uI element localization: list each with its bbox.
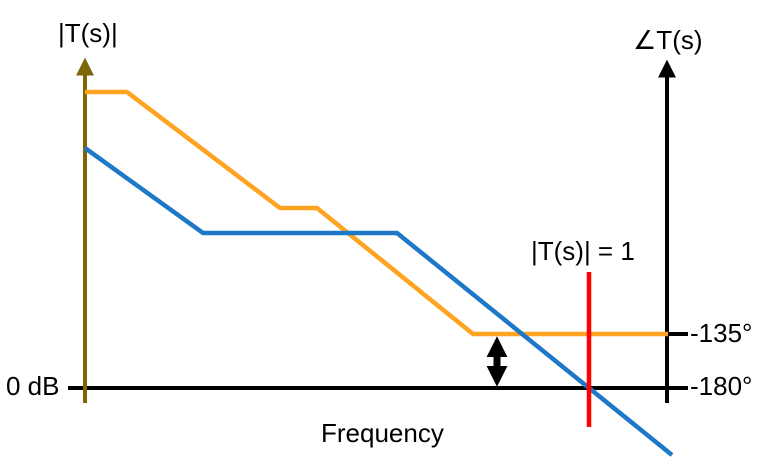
phase-tick-180-label: -180°: [690, 371, 753, 401]
phase-axis-label: ∠T(s): [633, 25, 703, 55]
unity-gain-label: |T(s)| = 1: [531, 236, 635, 266]
phase-curve: [85, 89, 668, 337]
phase-tick-135-label: -135°: [690, 318, 753, 348]
magnitude-curve: [83, 146, 674, 457]
frequency-axis-title: Frequency: [321, 418, 444, 448]
zero-db-label: 0 dB: [6, 371, 60, 401]
magnitude-axis-label: |T(s)|: [58, 18, 118, 48]
